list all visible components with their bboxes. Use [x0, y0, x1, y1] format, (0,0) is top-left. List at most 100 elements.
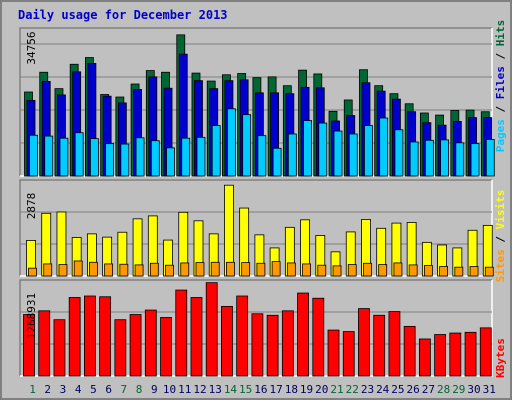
bar-visits-day-18: [286, 262, 296, 277]
bar-pages-day-8: [135, 137, 145, 177]
x-tick-label-day-1: 1: [29, 383, 36, 396]
bar-kbytes-day-22: [342, 331, 355, 377]
bar-pages-day-14: [227, 108, 236, 177]
x-tick-label-day-31: 31: [483, 383, 496, 396]
bar-visits-day-10: [165, 264, 174, 277]
legend-kbytes: KBytes: [494, 338, 507, 378]
bar-pages-day-26: [409, 141, 419, 177]
bar-pages-day-18: [287, 133, 297, 177]
bar-visits-day-30: [469, 266, 479, 277]
bar-kbytes-day-31: [479, 327, 492, 377]
bar-pages-day-2: [44, 135, 54, 177]
legend-visits: Visits: [494, 190, 507, 230]
bar-kbytes-day-8: [129, 314, 142, 377]
bar-pages-day-11: [181, 137, 191, 177]
x-tick-label-day-15: 15: [239, 383, 252, 396]
bar-visits-day-8: [134, 264, 144, 277]
bar-pages-day-15: [242, 114, 252, 177]
bar-visits-day-21: [332, 265, 342, 277]
bar-pages-day-28: [440, 139, 450, 177]
bar-kbytes-day-26: [403, 325, 416, 377]
bar-kbytes-day-3: [53, 319, 66, 377]
bar-kbytes-day-25: [388, 311, 401, 377]
bar-pages-day-13: [211, 125, 221, 177]
x-tick-label-day-24: 24: [376, 383, 390, 396]
x-tick-label-day-19: 19: [300, 383, 313, 396]
bar-kbytes-day-23: [358, 308, 370, 377]
bar-pages-day-24: [379, 117, 389, 177]
bar-visits-day-24: [378, 264, 388, 277]
bar-visits-day-3: [58, 264, 68, 277]
bar-visits-day-9: [149, 262, 159, 277]
x-tick-label-day-11: 11: [178, 383, 191, 396]
panel-2-ymax-label: 2878: [25, 193, 38, 220]
x-tick-label-day-18: 18: [285, 383, 298, 396]
bar-pages-day-23: [364, 125, 373, 177]
x-tick-label-day-27: 27: [422, 383, 435, 396]
bar-visits-day-5: [89, 261, 98, 277]
x-tick-label-day-29: 29: [452, 383, 465, 396]
bar-kbytes-day-30: [464, 331, 477, 377]
bar-pages-day-1: [29, 134, 38, 177]
x-tick-label-day-21: 21: [330, 383, 343, 396]
bar-pages-day-10: [166, 147, 175, 177]
legend-sites: Sites: [494, 249, 507, 282]
x-tick-label-day-16: 16: [254, 383, 267, 396]
bar-kbytes-day-27: [418, 338, 431, 377]
x-tick-label-day-10: 10: [163, 383, 176, 396]
panel-1-ymax-label: 34756: [25, 31, 38, 64]
bar-visits-day-19: [302, 263, 311, 277]
x-tick-label-day-28: 28: [437, 383, 450, 396]
bar-pages-day-22: [348, 133, 358, 177]
bar-pages-day-25: [394, 129, 404, 177]
legend-hits: Hits: [494, 20, 507, 47]
bar-kbytes-day-12: [190, 297, 203, 377]
bar-kbytes-day-16: [251, 313, 264, 377]
bar-pages-day-5: [90, 138, 99, 177]
panel-3-legend: KBytes: [494, 338, 507, 378]
bar-pages-day-20: [318, 122, 328, 177]
panel-1-legend: Pages / Files / Hits: [494, 20, 507, 153]
bar-kbytes-day-1: [23, 314, 35, 377]
x-tick-label-day-3: 3: [60, 383, 67, 396]
bar-visits-day-26: [408, 264, 418, 277]
bar-pages-day-19: [303, 120, 312, 177]
panel-1-bevel-dark: [19, 27, 492, 176]
legend-files: Files: [494, 66, 507, 99]
bar-visits-day-23: [363, 262, 372, 277]
bar-kbytes-day-17: [266, 314, 279, 377]
bar-kbytes-day-18: [281, 310, 294, 377]
bar-kbytes-day-21: [327, 329, 340, 377]
x-tick-label-day-25: 25: [391, 383, 404, 396]
bar-pages-day-3: [59, 137, 69, 177]
x-tick-label-day-6: 6: [105, 383, 112, 396]
bar-kbytes-day-28: [434, 334, 447, 377]
bar-visits-day-25: [393, 262, 403, 277]
bar-pages-day-7: [120, 143, 130, 177]
bar-pages-day-29: [455, 142, 465, 177]
x-tick-label-day-20: 20: [315, 383, 328, 396]
bar-kbytes-day-10: [160, 317, 172, 377]
bar-pages-day-30: [470, 143, 480, 177]
bar-pages-day-16: [257, 135, 267, 177]
bar-kbytes-day-20: [312, 297, 325, 377]
bar-visits-day-11: [180, 262, 190, 277]
panel-2-legend: Sites / Visits: [494, 190, 507, 283]
bar-visits-day-17: [271, 261, 281, 277]
bar-kbytes-day-29: [449, 332, 462, 377]
bar-visits-day-31: [484, 266, 494, 277]
bar-visits-day-29: [454, 266, 464, 277]
x-tick-label-day-13: 13: [209, 383, 222, 396]
bar-kbytes-day-2: [38, 310, 51, 377]
bar-kbytes-day-19: [297, 292, 309, 377]
bar-visits-day-15: [241, 262, 251, 277]
legend-pages: Pages: [494, 119, 507, 152]
bar-visits-day-4: [73, 260, 83, 277]
bar-visits-day-12: [195, 262, 205, 277]
bar-kbytes-day-24: [373, 314, 386, 377]
bar-visits-day-2: [43, 263, 53, 277]
bar-pages-day-12: [196, 136, 206, 177]
bar-pages-day-9: [150, 140, 160, 177]
